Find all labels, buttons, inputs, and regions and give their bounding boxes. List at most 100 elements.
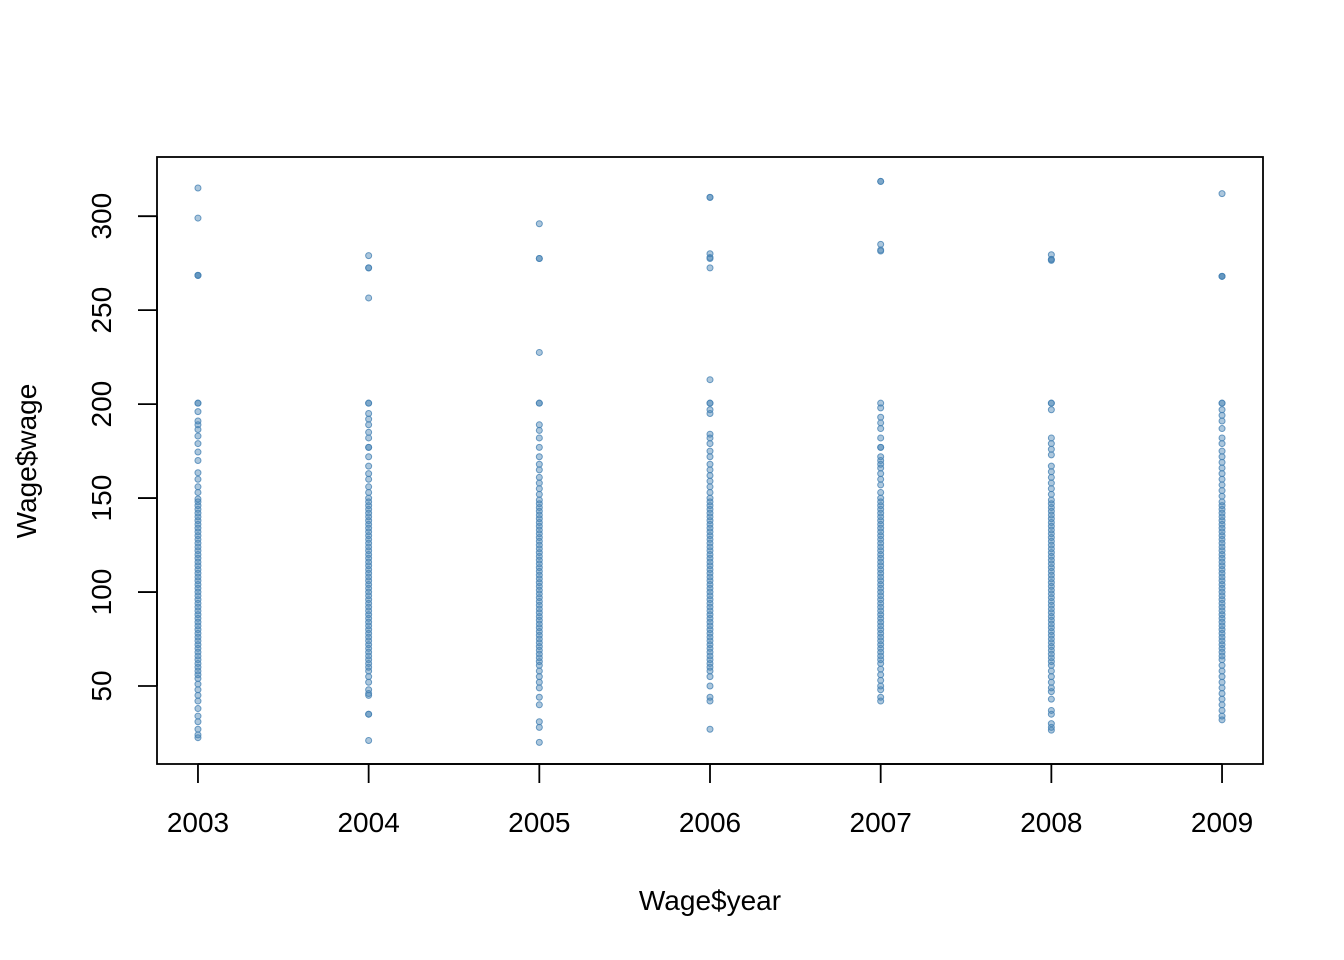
data-point — [194, 686, 202, 694]
data-point — [535, 490, 543, 498]
x-tick-label: 2004 — [337, 807, 399, 838]
data-point — [365, 443, 373, 451]
data-point — [877, 177, 885, 185]
data-point — [706, 460, 714, 468]
data-point — [365, 690, 373, 698]
y-tick-label: 100 — [86, 569, 117, 616]
data-point — [1218, 716, 1226, 724]
data-point — [877, 425, 885, 433]
data-point — [1047, 688, 1055, 696]
data-point — [706, 466, 714, 474]
data-point — [194, 469, 202, 477]
data-point — [1218, 487, 1226, 495]
data-point — [535, 661, 543, 669]
data-point — [1047, 406, 1055, 414]
data-point — [1218, 695, 1226, 703]
data-point — [706, 682, 714, 690]
data-point — [1047, 678, 1055, 686]
data-point — [365, 673, 373, 681]
data-point — [194, 718, 202, 726]
data-point — [1047, 256, 1055, 264]
data-point — [1218, 272, 1226, 280]
data-point — [1047, 710, 1055, 718]
data-point — [1218, 678, 1226, 686]
x-tick-label: 2005 — [508, 807, 570, 838]
data-point — [535, 399, 543, 407]
data-point — [535, 693, 543, 701]
data-point — [1218, 411, 1226, 419]
data-point — [194, 184, 202, 192]
data-point — [1218, 690, 1226, 698]
data-point — [194, 680, 202, 688]
data-point — [365, 470, 373, 478]
data-point — [877, 399, 885, 407]
data-point — [1218, 706, 1226, 714]
data-point — [877, 404, 885, 412]
data-point — [1218, 656, 1226, 664]
data-point — [877, 443, 885, 451]
data-point — [877, 659, 885, 667]
data-point — [194, 432, 202, 440]
data-point — [1218, 440, 1226, 448]
data-point — [1218, 673, 1226, 681]
data-point — [1218, 406, 1226, 414]
data-point — [1218, 701, 1226, 709]
data-point — [194, 697, 202, 705]
data-point — [877, 475, 885, 483]
data-point — [706, 399, 714, 407]
data-point — [706, 254, 714, 262]
data-point — [365, 415, 373, 423]
data-point — [194, 712, 202, 720]
data-point — [706, 376, 714, 384]
data-point — [1047, 462, 1055, 470]
data-point — [706, 447, 714, 455]
data-point — [706, 477, 714, 485]
data-point — [535, 426, 543, 434]
data-point — [1047, 726, 1055, 734]
data-point — [877, 488, 885, 496]
data-point — [706, 725, 714, 733]
data-point — [535, 701, 543, 709]
data-point — [365, 428, 373, 436]
data-points — [194, 177, 1226, 746]
data-point — [1218, 417, 1226, 425]
data-point — [194, 674, 202, 682]
data-point — [535, 443, 543, 451]
data-point — [194, 488, 202, 496]
y-axis-label: Wage$wage — [11, 384, 42, 539]
x-tick-label: 2009 — [1191, 807, 1253, 838]
data-point — [706, 453, 714, 461]
data-point — [535, 738, 543, 746]
data-point — [1218, 492, 1226, 500]
data-point — [535, 434, 543, 442]
y-tick-label: 150 — [86, 475, 117, 522]
y-tick-label: 250 — [86, 287, 117, 334]
data-point — [194, 691, 202, 699]
y-axis: 50 100 150 200 250 300 — [86, 193, 158, 702]
data-point — [365, 475, 373, 483]
data-point — [706, 472, 714, 480]
data-point — [194, 399, 202, 407]
data-point — [1047, 445, 1055, 453]
x-axis: 2003 2004 2005 2006 2007 2008 2009 — [167, 763, 1253, 838]
data-point — [535, 678, 543, 686]
data-point — [706, 264, 714, 272]
data-point — [877, 464, 885, 472]
x-tick-label: 2003 — [167, 807, 229, 838]
data-point — [877, 686, 885, 694]
data-point — [194, 725, 202, 733]
y-tick-label: 50 — [86, 670, 117, 701]
data-point — [1218, 190, 1226, 198]
x-tick-label: 2007 — [850, 807, 912, 838]
data-point — [1047, 451, 1055, 459]
data-point — [1047, 485, 1055, 493]
data-point — [365, 488, 373, 496]
data-point — [194, 425, 202, 433]
x-tick-label: 2006 — [679, 807, 741, 838]
data-point — [877, 671, 885, 679]
data-point — [877, 434, 885, 442]
data-point — [706, 410, 714, 418]
data-point — [365, 294, 373, 302]
data-point — [1218, 434, 1226, 442]
